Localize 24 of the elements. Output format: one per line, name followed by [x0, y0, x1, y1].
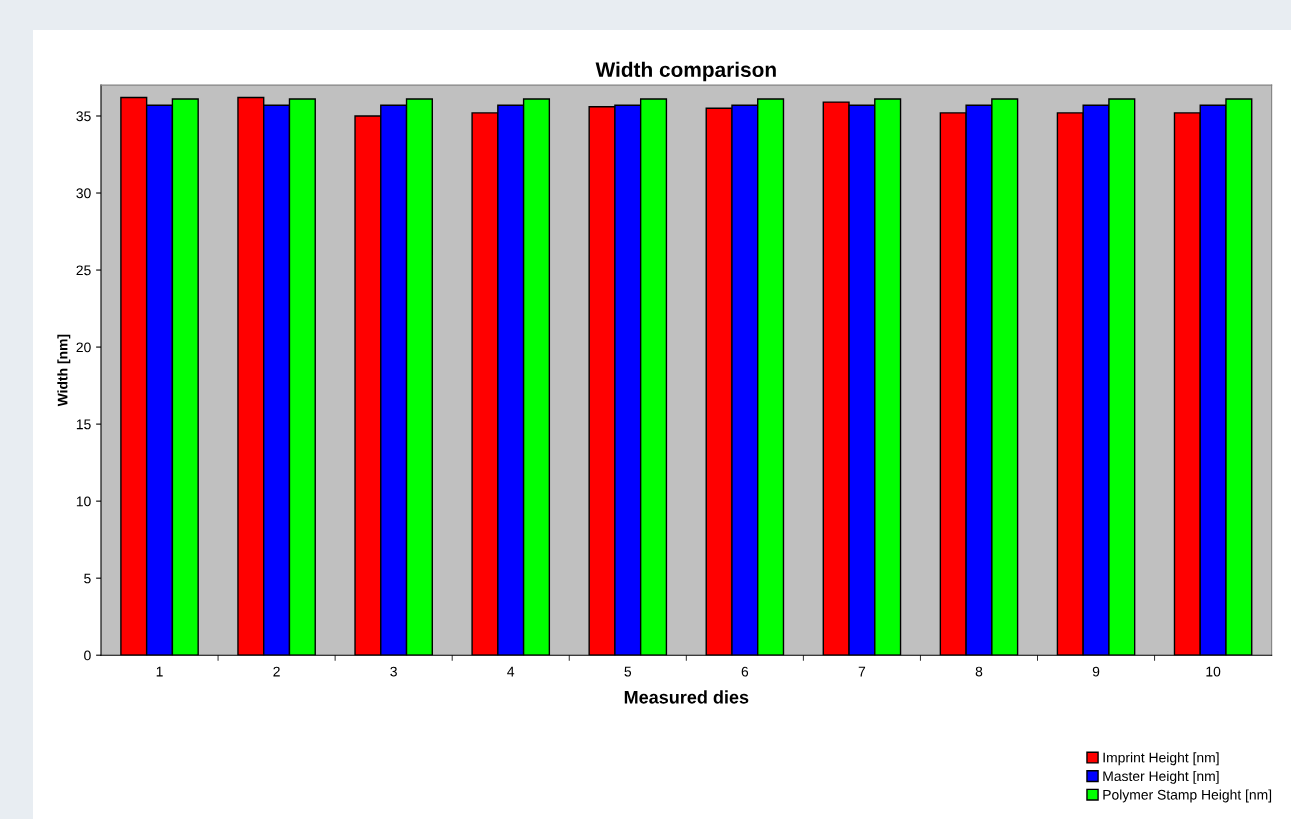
- x-tick-label: 10: [1206, 666, 1221, 677]
- y-axis-title: Width [nm]: [57, 334, 71, 407]
- x-tick-label: 1: [156, 666, 163, 677]
- y-tick-label: 10: [76, 496, 91, 507]
- y-tick-label: 25: [76, 265, 91, 276]
- legend-label: Master Height [nm]: [1103, 770, 1219, 784]
- legend-label: Imprint Height [nm]: [1103, 752, 1219, 766]
- y-tick-label: 35: [76, 111, 91, 122]
- x-tick-label: 9: [1092, 666, 1100, 677]
- y-tick-label: 0: [84, 650, 91, 661]
- x-tick-label: 4: [507, 666, 515, 677]
- legend-label: Polymer Stamp Height [nm]: [1103, 789, 1272, 803]
- y-tick-label: 15: [76, 419, 91, 430]
- x-tick-label: 6: [741, 666, 749, 677]
- x-tick-label: 7: [858, 666, 866, 677]
- chart-title: Width comparison: [595, 61, 776, 82]
- x-tick-label: 8: [975, 666, 983, 677]
- y-tick-label: 20: [76, 342, 91, 353]
- x-axis-title: Measured dies: [624, 690, 749, 704]
- y-tick-label: 5: [84, 573, 91, 584]
- y-tick-label: 30: [76, 188, 91, 199]
- x-tick-label: 2: [273, 666, 280, 677]
- x-tick-label: 5: [624, 666, 632, 677]
- x-tick-label: 3: [390, 666, 397, 677]
